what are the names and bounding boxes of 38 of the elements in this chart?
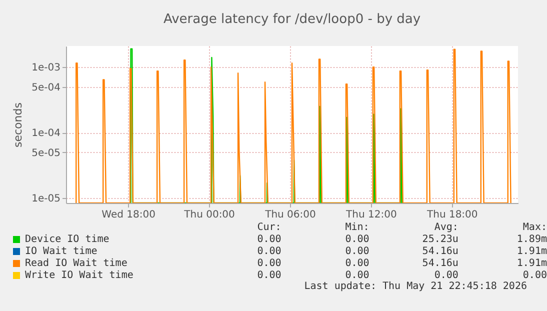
text: 54.16u	[421, 246, 458, 258]
text: Min:	[344, 222, 370, 234]
text: Last update: Thu May 21 22:45:18 2026	[304, 281, 527, 292]
x-tick-label: Thu 00:00	[183, 210, 235, 220]
legend-label: Device IO time	[24, 234, 110, 246]
text: Avg:	[433, 222, 458, 234]
text: 25.23u	[421, 234, 458, 246]
legend-label: Write IO Wait time	[24, 270, 134, 282]
x-tick-label: Wed 18:00	[102, 210, 156, 220]
text: 1.91m	[516, 258, 547, 270]
text: 0.00	[433, 270, 458, 282]
text: 0.00	[344, 270, 370, 281]
text: Max:	[522, 222, 547, 234]
legend-label: Read IO Wait time	[24, 258, 128, 270]
text: 0.00	[256, 246, 282, 258]
line-series	[76, 48, 512, 203]
text: Cur:	[256, 222, 282, 234]
x-tick-label: Thu 12:00	[345, 210, 397, 220]
y-axis-title: seconds	[12, 102, 25, 148]
y-tick-label: 1e-03	[32, 62, 60, 74]
text: 0.00	[256, 270, 282, 282]
text: 0.00	[344, 258, 370, 270]
x-tick-label: Thu 18:00	[426, 210, 478, 220]
chart-title: Average latency for /dev/loop0 - by day	[163, 12, 421, 27]
text: 0.00	[344, 234, 370, 246]
text: 0.00	[256, 258, 282, 270]
text: 1.91m	[516, 246, 547, 258]
text: 0.00	[344, 246, 370, 258]
text: 0.00	[522, 270, 547, 282]
x-tick-label: Thu 06:00	[264, 210, 316, 220]
y-tick-label: 5e-04	[32, 82, 60, 94]
y-tick-label: 1e-05	[32, 194, 60, 205]
y-tick-label: 1e-04	[32, 128, 60, 140]
text: 0.00	[256, 234, 282, 246]
legend-label: IO Wait time	[24, 246, 98, 258]
text: 1.89m	[516, 234, 547, 246]
text: 54.16u	[421, 258, 458, 270]
y-tick-label: 5e-05	[32, 148, 60, 159]
